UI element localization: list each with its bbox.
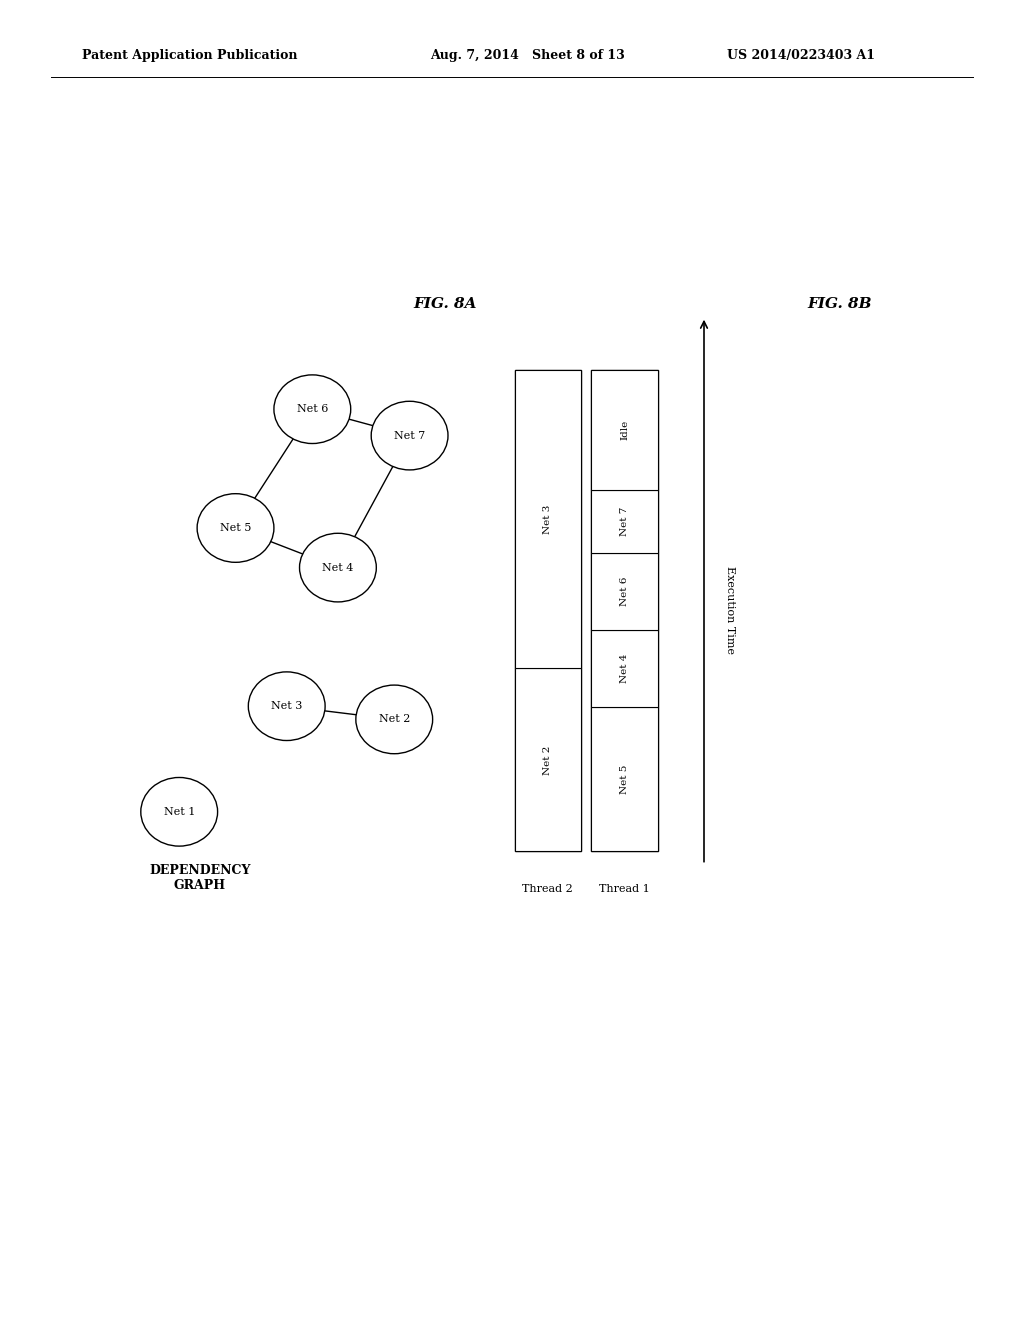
Ellipse shape — [197, 494, 274, 562]
Bar — [515, 370, 582, 668]
Ellipse shape — [274, 375, 350, 444]
Bar — [592, 630, 658, 708]
Text: Net 4: Net 4 — [323, 562, 353, 573]
Ellipse shape — [300, 533, 377, 602]
Text: Net 4: Net 4 — [621, 653, 629, 682]
Bar — [592, 370, 658, 490]
Bar — [592, 708, 658, 851]
Ellipse shape — [356, 685, 432, 754]
Text: FIG. 8A: FIG. 8A — [414, 297, 477, 310]
Text: Idle: Idle — [621, 420, 629, 440]
Text: Net 3: Net 3 — [544, 504, 552, 533]
Text: Net 2: Net 2 — [544, 746, 552, 775]
Text: Aug. 7, 2014   Sheet 8 of 13: Aug. 7, 2014 Sheet 8 of 13 — [430, 49, 625, 62]
Text: Net 6: Net 6 — [297, 404, 328, 414]
Text: Net 5: Net 5 — [220, 523, 251, 533]
Bar — [515, 370, 582, 851]
Ellipse shape — [249, 672, 326, 741]
Ellipse shape — [372, 401, 449, 470]
Text: Net 2: Net 2 — [379, 714, 410, 725]
Text: Net 7: Net 7 — [394, 430, 425, 441]
Text: DEPENDENCY
GRAPH: DEPENDENCY GRAPH — [148, 863, 251, 892]
Text: Net 5: Net 5 — [621, 764, 629, 793]
Text: Net 7: Net 7 — [621, 507, 629, 536]
Bar — [515, 668, 582, 851]
Ellipse shape — [140, 777, 217, 846]
Text: US 2014/0223403 A1: US 2014/0223403 A1 — [727, 49, 876, 62]
Text: Net 1: Net 1 — [164, 807, 195, 817]
Text: FIG. 8B: FIG. 8B — [808, 297, 871, 310]
Text: Thread 2: Thread 2 — [522, 884, 573, 895]
Text: Patent Application Publication: Patent Application Publication — [82, 49, 297, 62]
Text: Net 3: Net 3 — [271, 701, 302, 711]
Text: Net 6: Net 6 — [621, 577, 629, 606]
Bar — [592, 553, 658, 630]
Text: Execution Time: Execution Time — [725, 566, 734, 655]
Bar — [592, 490, 658, 553]
Bar — [592, 370, 658, 851]
Text: Thread 1: Thread 1 — [599, 884, 650, 895]
